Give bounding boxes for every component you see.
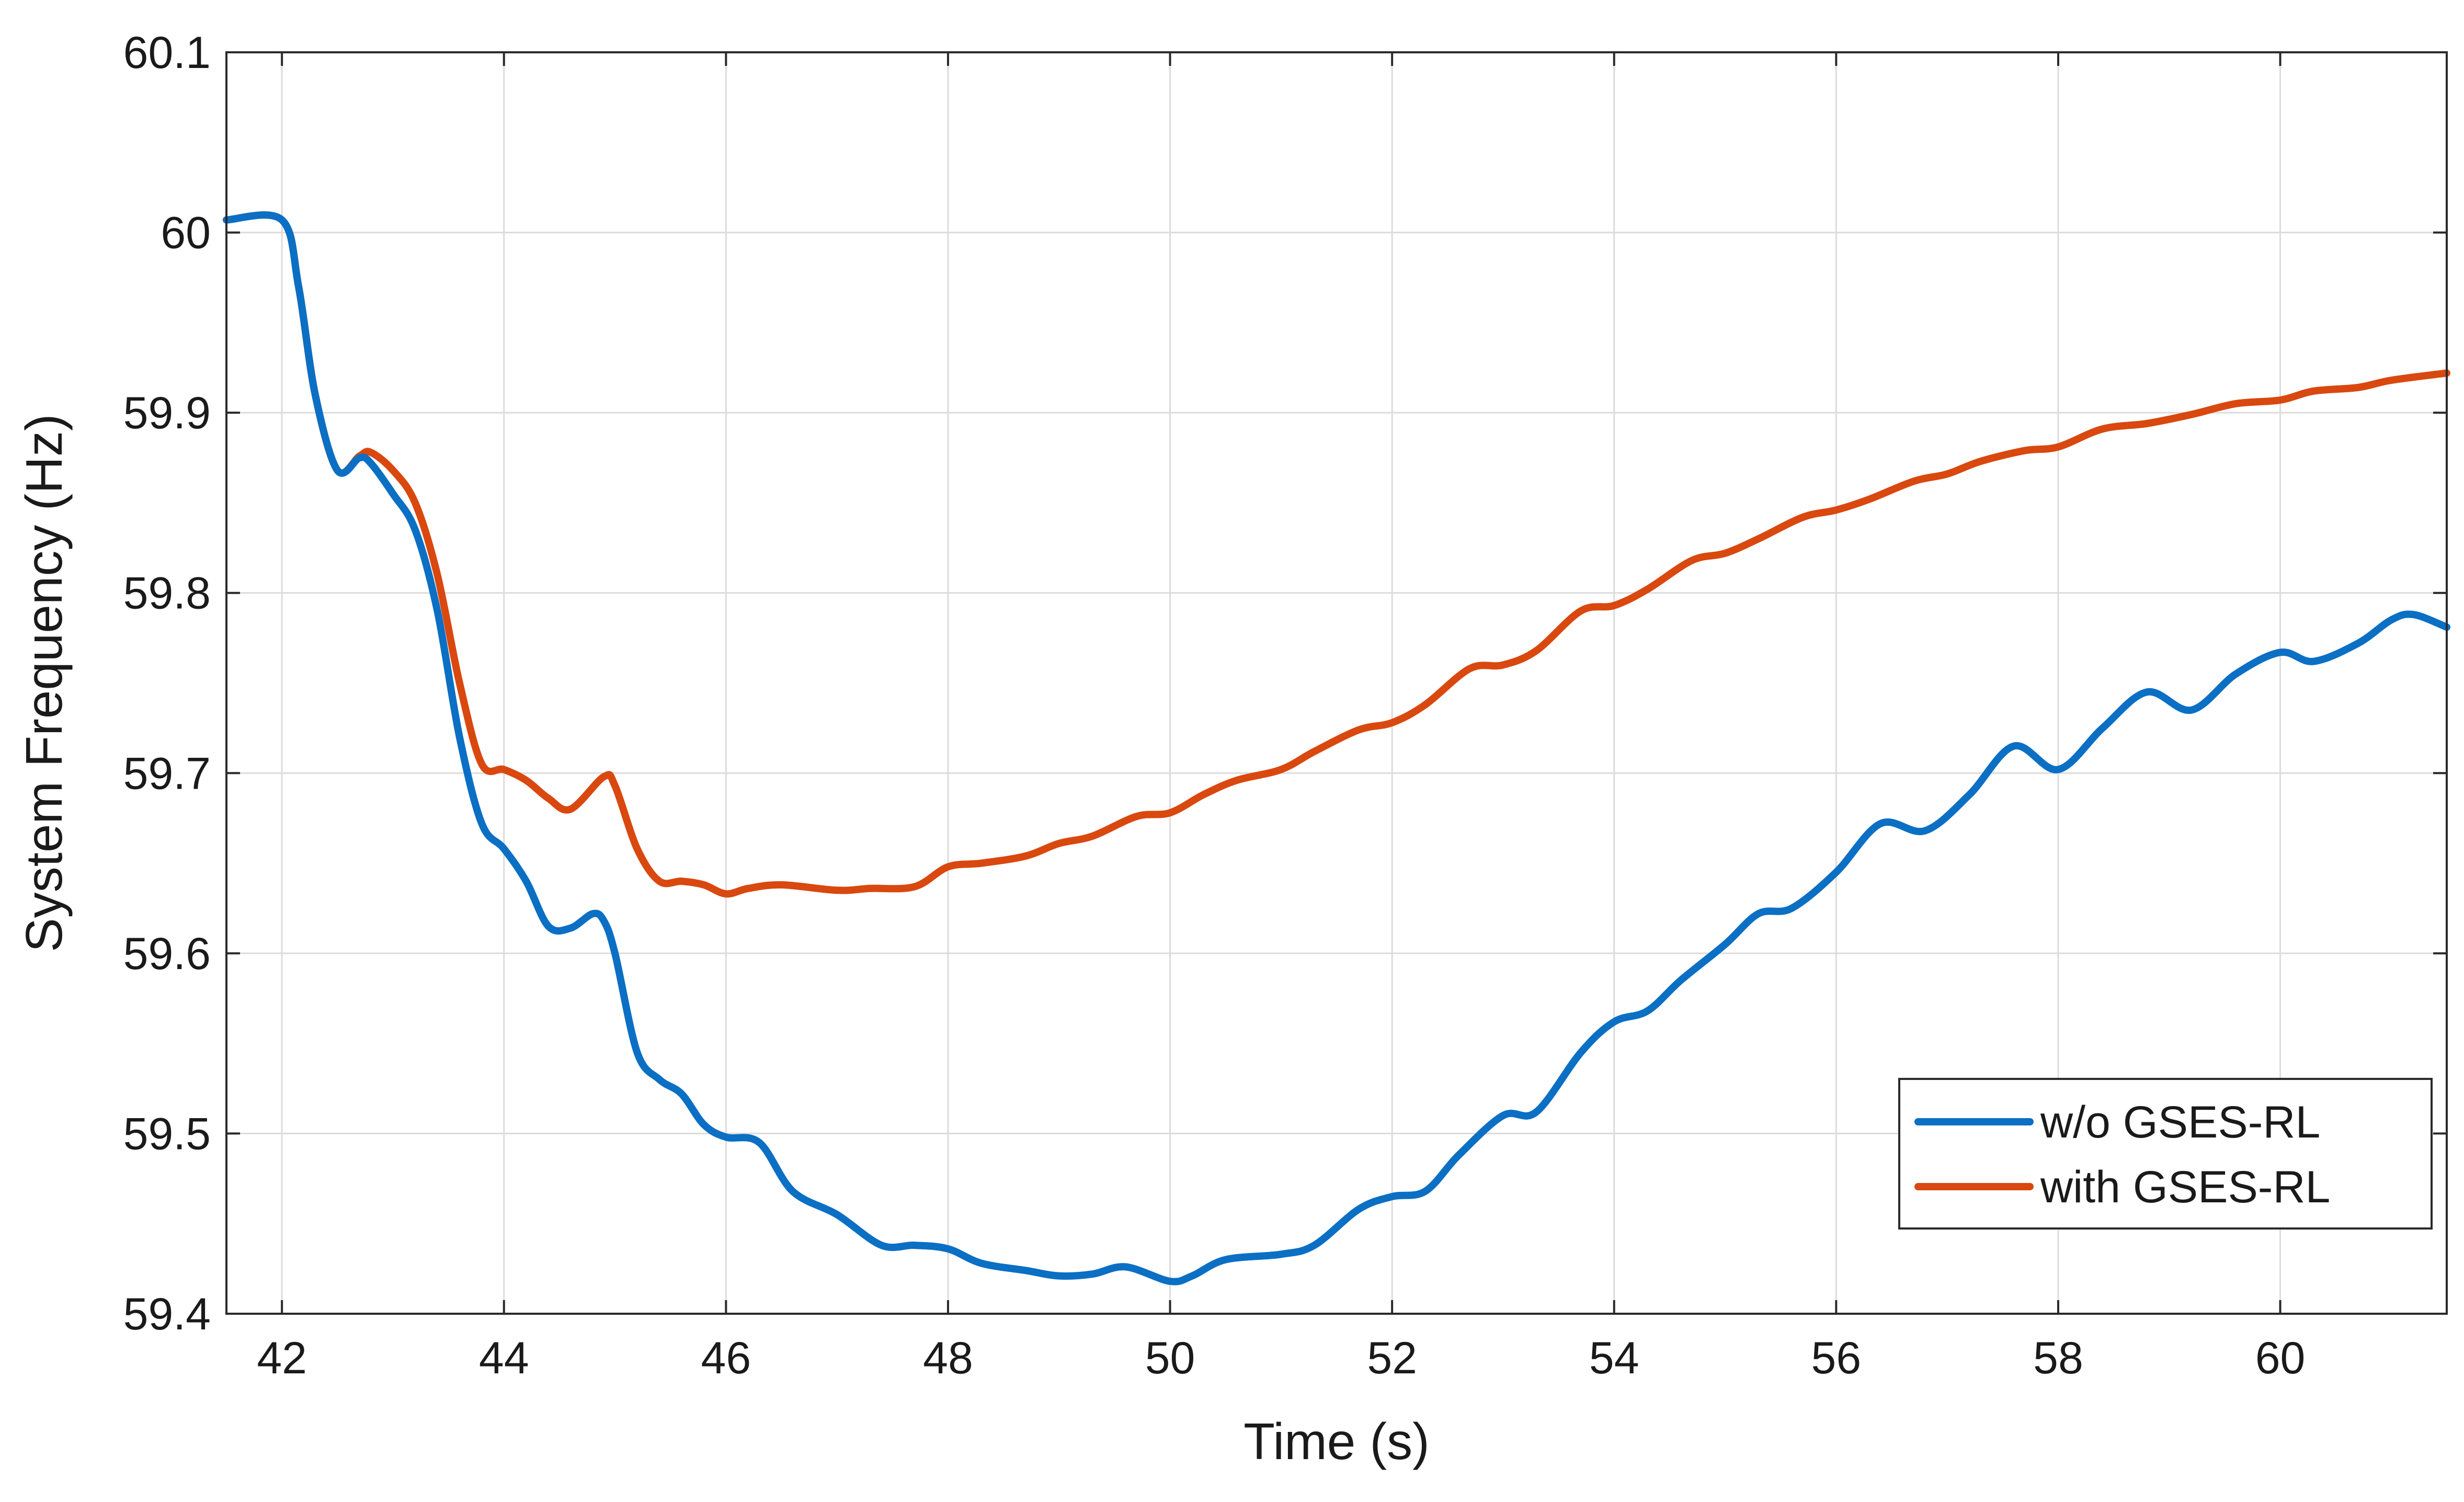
y-tick-label-6: 60 bbox=[161, 208, 211, 258]
x-tick-label-0: 42 bbox=[257, 1333, 307, 1383]
x-tick-label-4: 50 bbox=[1145, 1333, 1195, 1383]
legend-box bbox=[1898, 1078, 2433, 1230]
y-tick-label-5: 59.9 bbox=[123, 388, 211, 438]
legend-label-wo-gses-rl: w/o GSES-RL bbox=[2040, 1097, 2320, 1147]
x-tick-label-3: 48 bbox=[923, 1333, 973, 1383]
y-tick-label-0: 59.4 bbox=[123, 1289, 211, 1339]
x-tick-label-2: 46 bbox=[701, 1333, 751, 1383]
legend-label-with-gses-rl: with GSES-RL bbox=[2040, 1162, 2330, 1212]
x-tick-label-8: 58 bbox=[2033, 1333, 2083, 1383]
x-tick-labels: 42 44 46 48 50 52 54 56 58 60 bbox=[257, 1333, 2305, 1383]
x-tick-label-1: 44 bbox=[479, 1333, 529, 1383]
y-tick-label-3: 59.7 bbox=[123, 748, 211, 799]
x-tick-label-9: 60 bbox=[2255, 1333, 2306, 1383]
x-tick-label-6: 54 bbox=[1589, 1333, 1639, 1383]
y-axis-label: System Frequency (Hz) bbox=[15, 414, 73, 952]
axis-ticks bbox=[226, 51, 2447, 1315]
x-tick-label-5: 52 bbox=[1367, 1333, 1417, 1383]
series-line-0 bbox=[223, 211, 2450, 1285]
series-line-1 bbox=[223, 211, 2450, 898]
series-lines bbox=[223, 211, 2450, 1285]
y-tick-label-1: 59.5 bbox=[123, 1109, 211, 1159]
y-tick-labels: 59.4 59.5 59.6 59.7 59.8 59.9 60 60.1 bbox=[123, 28, 211, 1339]
x-axis-label: Time (s) bbox=[1244, 1413, 1430, 1470]
plot-frame bbox=[225, 51, 2448, 1315]
y-tick-label-2: 59.6 bbox=[123, 929, 211, 979]
y-tick-label-7: 60.1 bbox=[123, 28, 211, 78]
y-tick-label-4: 59.8 bbox=[123, 568, 211, 619]
legend: w/o GSES-RL with GSES-RL bbox=[1898, 1078, 2433, 1230]
x-tick-label-7: 56 bbox=[1811, 1333, 1862, 1383]
